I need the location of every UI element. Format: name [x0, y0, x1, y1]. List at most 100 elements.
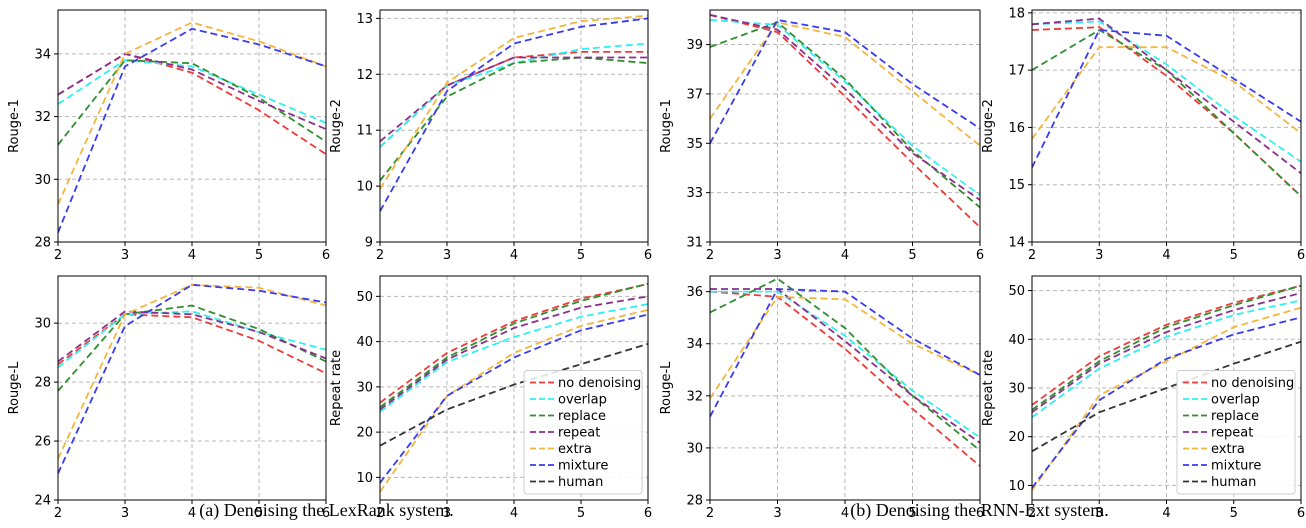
x-tick-label: 6	[644, 506, 652, 521]
series-line-extra	[1032, 46, 1301, 140]
series-line-extra	[58, 21, 326, 205]
x-tick-label: 6	[1297, 248, 1305, 263]
y-tick-label: 39	[686, 38, 703, 53]
x-tick-label: 2	[54, 248, 62, 263]
x-tick-label: 2	[706, 248, 714, 263]
y-tick-label: 17	[1008, 64, 1025, 79]
y-tick-label: 20	[356, 426, 373, 441]
series-line-overlap	[380, 303, 648, 413]
chart-panel-2: 2 3 4 5 6 9 10 11 12 13 Rouge-2	[329, 9, 652, 263]
legend-label: extra	[558, 442, 592, 457]
series-line-repeat	[380, 56, 648, 143]
legend-label: overlap	[558, 393, 607, 408]
legend-label: repeat	[558, 426, 600, 441]
y-tick-label: 10	[1008, 479, 1025, 494]
y-tick-label: 28	[686, 494, 703, 509]
y-axis-label: Repeat rate	[981, 350, 996, 426]
series-line-repeat	[710, 14, 980, 201]
x-tick-label: 5	[908, 248, 916, 263]
series-line-no-denoising	[710, 290, 980, 467]
series-line-overlap	[710, 290, 980, 439]
series-line-extra	[380, 14, 648, 190]
y-tick-label: 20	[1008, 430, 1025, 445]
x-tick-label: 6	[322, 506, 330, 521]
series-line-overlap	[1032, 20, 1301, 163]
x-tick-label: 4	[841, 248, 849, 263]
series-line-repeat	[380, 295, 648, 411]
series-line-overlap	[58, 310, 326, 369]
chart-panel-5: 2 3 4 5 6 24 26 28 30 Rouge-L	[7, 275, 330, 521]
legend-label: no denoising	[1211, 376, 1294, 391]
series-line-mixture	[380, 17, 648, 212]
x-tick-label: 3	[773, 506, 781, 521]
x-tick-label: 6	[1297, 506, 1305, 521]
x-tick-label: 3	[121, 248, 129, 263]
x-tick-label: 2	[1028, 248, 1036, 263]
caption-b: (b) Denoising the RNN-Ext system.	[850, 500, 1109, 520]
series-line-mixture	[710, 18, 980, 144]
y-tick-label: 15	[1008, 178, 1025, 193]
series-line-replace	[380, 282, 648, 408]
legend-label: repeat	[1211, 426, 1253, 441]
y-tick-label: 30	[34, 173, 51, 188]
x-tick-label: 5	[908, 506, 916, 521]
x-tick-label: 2	[376, 506, 384, 521]
caption-a: (a) Denoising the LexRank system.	[199, 500, 454, 520]
series-line-extra	[1032, 306, 1301, 491]
series-line-mixture	[58, 283, 326, 474]
series-line-repeat	[58, 310, 326, 363]
x-tick-label: 5	[255, 506, 263, 521]
series-line-no-denoising	[380, 283, 648, 404]
x-tick-label: 4	[841, 506, 849, 521]
chart-panel-3: 2 3 4 5 6 31 33 35 37 39 Rouge-1	[659, 9, 984, 263]
y-tick-label: 33	[686, 186, 703, 201]
y-tick-label: 16	[1008, 121, 1025, 136]
series-line-replace	[58, 59, 326, 146]
y-axis-label: Rouge-1	[659, 99, 674, 153]
y-tick-label: 32	[34, 110, 51, 125]
legend-label: mixture	[558, 459, 608, 474]
x-tick-label: 3	[1095, 506, 1103, 521]
series-line-no-denoising	[58, 52, 326, 155]
series-line-overlap	[380, 42, 648, 148]
y-tick-label: 13	[356, 12, 373, 27]
legend-label: extra	[1211, 442, 1245, 457]
x-tick-label: 5	[255, 248, 263, 263]
series-line-repeat	[1032, 17, 1301, 175]
y-tick-label: 30	[34, 317, 51, 332]
y-axis-label: Rouge-1	[7, 99, 22, 153]
y-tick-label: 40	[356, 335, 373, 350]
x-tick-label: 3	[443, 248, 451, 263]
series-line-repeat	[1032, 292, 1301, 414]
y-tick-label: 10	[356, 180, 373, 195]
y-tick-label: 12	[356, 68, 373, 83]
y-tick-label: 26	[34, 435, 51, 450]
y-tick-label: 40	[1008, 333, 1025, 348]
y-tick-label: 50	[1008, 284, 1025, 299]
legend-label: human	[1211, 475, 1256, 490]
y-tick-label: 28	[34, 376, 51, 391]
y-tick-label: 50	[356, 290, 373, 305]
series-line-overlap	[710, 19, 980, 196]
y-tick-label: 18	[1008, 6, 1025, 21]
chart-panel-8: 2 3 4 5 6 10 20 30 40 50 Repeat rate no denoising ov…	[981, 275, 1305, 521]
x-tick-label: 4	[1162, 248, 1170, 263]
y-tick-label: 14	[1008, 236, 1025, 251]
series-line-extra	[58, 283, 326, 460]
y-tick-label: 37	[686, 87, 703, 102]
x-tick-label: 4	[188, 248, 196, 263]
series-line-human	[380, 343, 648, 447]
y-axis-label: Rouge-2	[329, 99, 344, 153]
legend-label: no denoising	[558, 376, 641, 391]
y-axis-label: Repeat rate	[329, 350, 344, 426]
y-tick-label: 32	[686, 389, 703, 404]
series-line-replace	[1032, 284, 1301, 411]
y-tick-label: 10	[356, 471, 373, 486]
x-tick-label: 6	[976, 248, 984, 263]
series-line-extra	[710, 21, 980, 147]
x-tick-label: 6	[322, 248, 330, 263]
